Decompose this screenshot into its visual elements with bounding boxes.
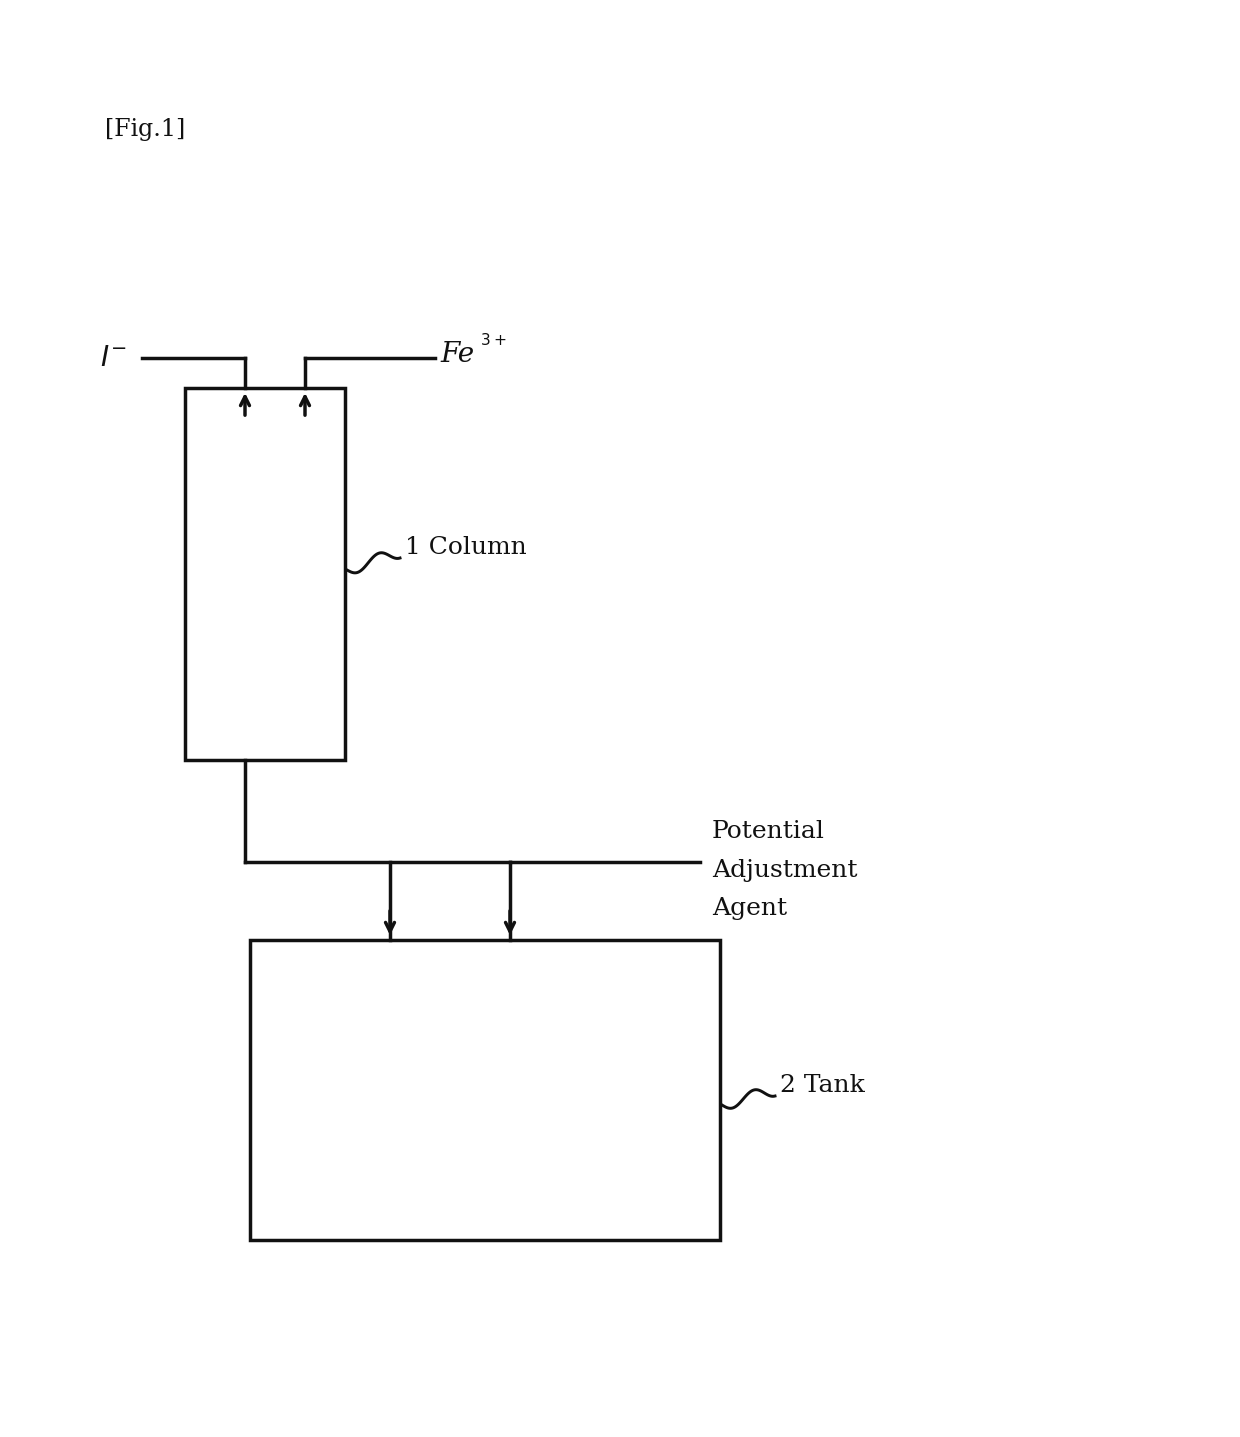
Text: 2 Tank: 2 Tank (780, 1075, 864, 1098)
Bar (250, 940, 720, 1240)
Text: Fe: Fe (440, 342, 474, 368)
Text: $^{3+}$: $^{3+}$ (480, 333, 506, 356)
Text: $I^{-}$: $I^{-}$ (100, 345, 126, 372)
Bar (185, 388, 345, 760)
Text: [Fig.1]: [Fig.1] (105, 118, 185, 141)
Text: Adjustment: Adjustment (712, 858, 858, 881)
Text: Potential: Potential (712, 821, 825, 844)
Text: Agent: Agent (712, 897, 787, 920)
Text: 1 Column: 1 Column (405, 536, 527, 559)
